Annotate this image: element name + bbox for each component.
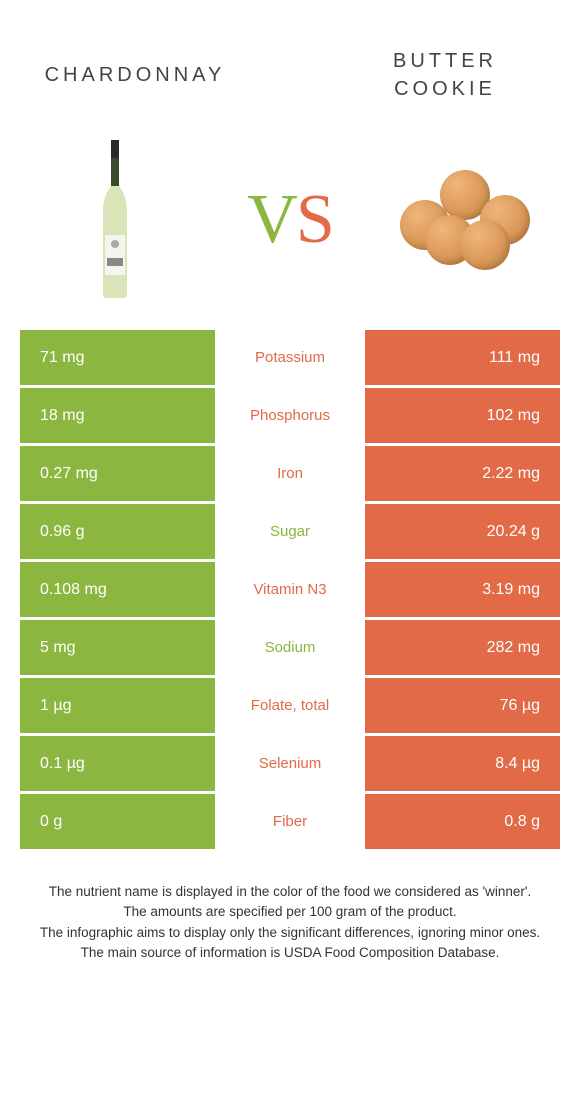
- left-product-title: Chardonnay: [20, 64, 250, 87]
- left-value-cell: 5 mg: [20, 620, 215, 675]
- right-value-cell: 2.22 mg: [365, 446, 560, 501]
- footer-line-2: The amounts are specified per 100 gram o…: [20, 902, 560, 922]
- right-value-cell: 0.8 g: [365, 794, 560, 849]
- nutrient-label-cell: Fiber: [215, 794, 365, 849]
- nutrient-label-cell: Potassium: [215, 330, 365, 385]
- left-value-cell: 71 mg: [20, 330, 215, 385]
- table-row: 0.27 mgIron2.22 mg: [20, 446, 560, 501]
- nutrient-label-cell: Phosphorus: [215, 388, 365, 443]
- left-value-cell: 0 g: [20, 794, 215, 849]
- right-title-line2: cookie: [394, 78, 496, 100]
- comparison-table: 71 mgPotassium111 mg18 mgPhosphorus102 m…: [0, 330, 580, 849]
- nutrient-label-cell: Sodium: [215, 620, 365, 675]
- footer-line-3: The infographic aims to display only the…: [20, 923, 560, 943]
- left-value-cell: 18 mg: [20, 388, 215, 443]
- footer-line-4: The main source of information is USDA F…: [20, 943, 560, 963]
- right-value-cell: 20.24 g: [365, 504, 560, 559]
- nutrient-label-cell: Iron: [215, 446, 365, 501]
- table-row: 0.108 mgVitamin N33.19 mg: [20, 562, 560, 617]
- right-product-title: butter cookie: [330, 47, 560, 103]
- left-value-cell: 0.108 mg: [20, 562, 215, 617]
- right-value-cell: 102 mg: [365, 388, 560, 443]
- table-row: 5 mgSodium282 mg: [20, 620, 560, 675]
- right-value-cell: 111 mg: [365, 330, 560, 385]
- right-value-cell: 282 mg: [365, 620, 560, 675]
- left-value-cell: 0.96 g: [20, 504, 215, 559]
- vs-v: V: [247, 181, 296, 258]
- vs-row: VS: [0, 130, 580, 330]
- table-row: 0.96 gSugar20.24 g: [20, 504, 560, 559]
- nutrient-label-cell: Selenium: [215, 736, 365, 791]
- cookies-icon: [390, 160, 540, 280]
- footer-notes: The nutrient name is displayed in the co…: [0, 852, 580, 963]
- table-row: 1 µgFolate, total76 µg: [20, 678, 560, 733]
- nutrient-label-cell: Vitamin N3: [215, 562, 365, 617]
- right-product-image: [380, 135, 550, 305]
- wine-bottle-icon: [95, 140, 135, 300]
- nutrient-label-cell: Sugar: [215, 504, 365, 559]
- left-value-cell: 0.27 mg: [20, 446, 215, 501]
- left-value-cell: 0.1 µg: [20, 736, 215, 791]
- vs-s: S: [296, 181, 333, 258]
- footer-line-1: The nutrient name is displayed in the co…: [20, 882, 560, 902]
- right-title-line1: butter: [393, 50, 497, 72]
- right-value-cell: 3.19 mg: [365, 562, 560, 617]
- right-value-cell: 8.4 µg: [365, 736, 560, 791]
- left-value-cell: 1 µg: [20, 678, 215, 733]
- vs-label: VS: [247, 180, 333, 260]
- table-row: 0 gFiber0.8 g: [20, 794, 560, 849]
- nutrient-label-cell: Folate, total: [215, 678, 365, 733]
- right-value-cell: 76 µg: [365, 678, 560, 733]
- table-row: 71 mgPotassium111 mg: [20, 330, 560, 385]
- header: Chardonnay butter cookie: [0, 0, 580, 130]
- left-product-image: [30, 135, 200, 305]
- table-row: 18 mgPhosphorus102 mg: [20, 388, 560, 443]
- table-row: 0.1 µgSelenium8.4 µg: [20, 736, 560, 791]
